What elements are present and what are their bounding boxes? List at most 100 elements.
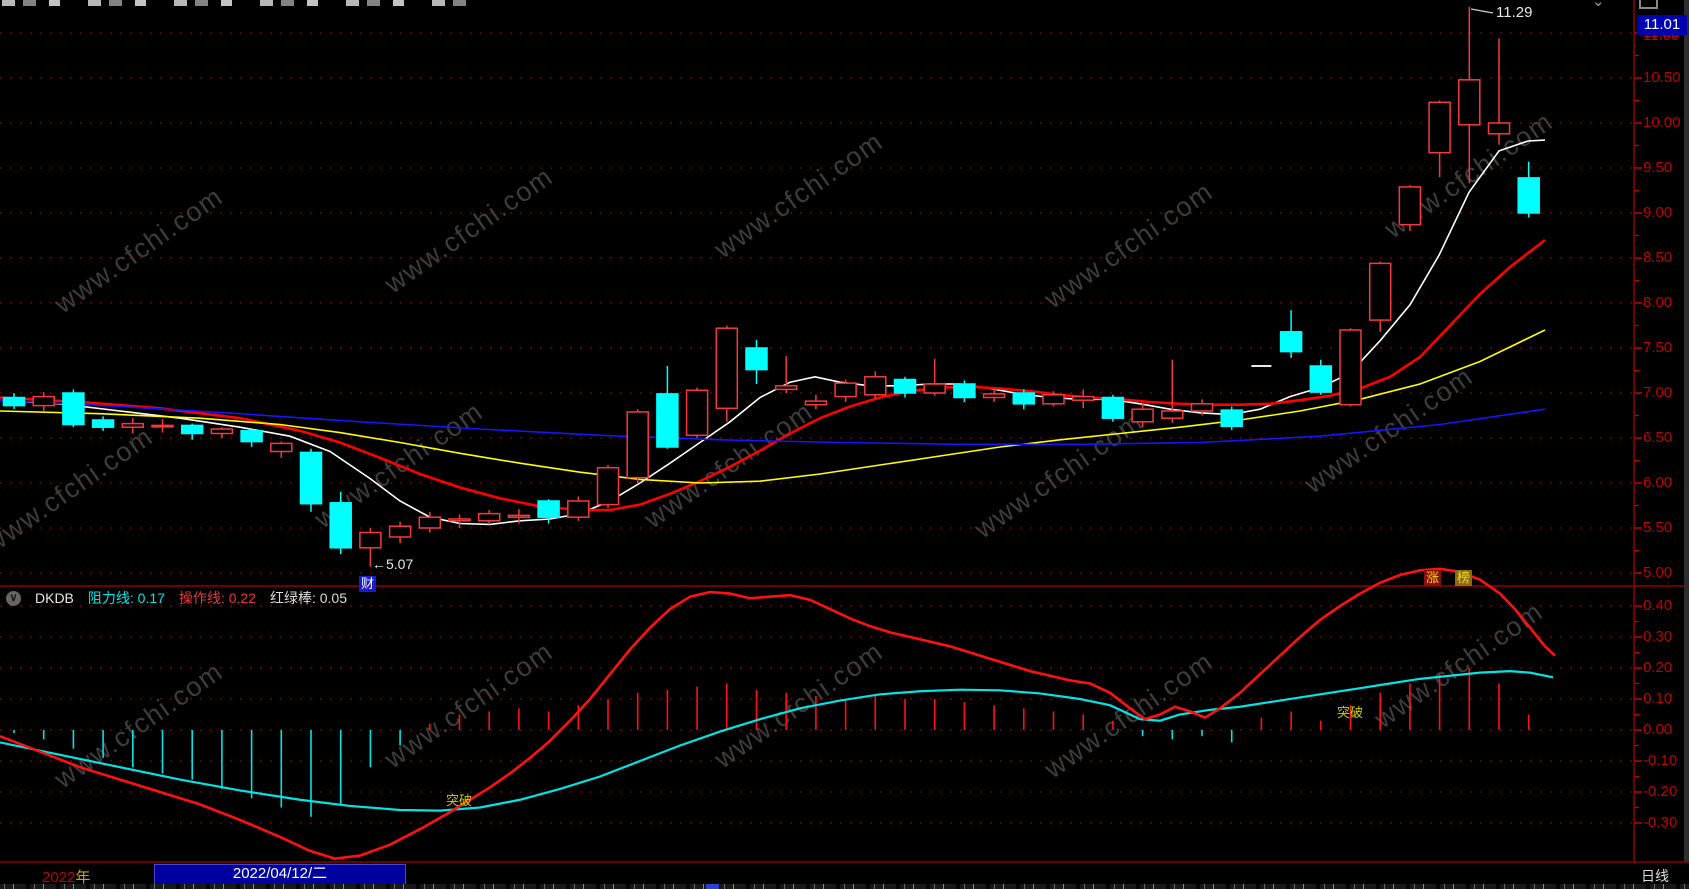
indicator-value-label: 0.30 — [1643, 628, 1673, 645]
indicator-value-label: -0.30 — [1643, 814, 1678, 831]
candle-down — [953, 383, 976, 399]
candle-up — [1042, 394, 1065, 405]
candle-down — [1101, 396, 1125, 419]
candle-down — [2, 396, 26, 407]
ma-red-line — [0, 238, 1546, 512]
candle-up — [804, 400, 828, 406]
indicator-value-label: -0.10 — [1643, 752, 1678, 769]
candle-up — [1339, 329, 1362, 406]
candle-up — [1071, 395, 1095, 401]
candle-up — [1487, 122, 1511, 135]
candle-up — [477, 512, 501, 522]
candle-up — [626, 411, 649, 479]
main-price-label: 7.00 — [1643, 384, 1673, 401]
breakout-annotation: 突破 — [1337, 705, 1364, 720]
indicator-value-label: 0.20 — [1643, 659, 1673, 676]
candle-down — [62, 392, 85, 426]
candle-down — [656, 393, 679, 448]
indicator-value-label: 0.40 — [1643, 597, 1673, 614]
candle-up — [1458, 79, 1481, 126]
low-price-annotation: ←5.07 — [372, 556, 414, 572]
period-selector[interactable]: 日线 — [1641, 868, 1669, 884]
candle-down — [537, 500, 560, 518]
bang-ranking-button[interactable]: 榜 — [1455, 570, 1472, 586]
candle-up — [1398, 186, 1422, 226]
indicator-line — [0, 669, 1554, 812]
candle-up — [685, 389, 709, 437]
window-restore-icon[interactable] — [1639, 0, 1658, 9]
candle-up — [121, 422, 145, 428]
collapse-indicator-icon[interactable]: ∨ — [6, 590, 21, 606]
candle-down — [299, 451, 323, 505]
main-price-label: 6.00 — [1643, 474, 1673, 491]
main-price-label: 6.50 — [1643, 429, 1673, 446]
candle-up — [270, 442, 293, 453]
ma-blue-line — [0, 399, 1546, 446]
candle-up — [567, 500, 590, 518]
mini-overview-cursor[interactable] — [706, 884, 719, 889]
mini-overview-strip[interactable] — [0, 884, 1689, 889]
main-price-label: 8.00 — [1643, 294, 1673, 311]
indicator-value-label: -0.20 — [1643, 783, 1678, 800]
year-suffix: 年 — [75, 869, 91, 886]
indicator-field: 阻力线: 0.17 — [87, 590, 165, 606]
current-price-tag: 11.01 — [1637, 15, 1687, 35]
financial-report-marker[interactable]: 财 — [359, 576, 376, 592]
candle-down — [745, 347, 768, 371]
candle-up — [715, 327, 739, 410]
indicator-value-label: 0.00 — [1643, 721, 1673, 738]
candle-down — [893, 378, 917, 394]
candle-down — [1309, 365, 1333, 393]
candle-up — [923, 383, 946, 394]
candle-down — [1517, 177, 1540, 214]
candle-up — [210, 428, 234, 435]
zhang-ranking-button[interactable]: 涨 — [1424, 570, 1441, 586]
indicator-header: ∨ DKDB 阻力线: 0.17 操作线: 0.22 红绿棒: 0.05 — [6, 588, 347, 608]
candle-up — [388, 525, 412, 538]
candle-up — [982, 393, 1006, 399]
candle-up — [1368, 262, 1392, 321]
candle-up — [359, 531, 382, 549]
main-price-label: 9.00 — [1643, 204, 1673, 221]
candle-down — [180, 424, 204, 435]
candle-up — [1428, 101, 1451, 154]
candle-up — [774, 385, 798, 391]
window-title-clipped — [2, 0, 470, 6]
candle-up — [1190, 403, 1214, 412]
candle-up — [448, 518, 471, 522]
main-price-label: 10.00 — [1643, 114, 1681, 131]
right-scrollbar[interactable] — [1684, 0, 1689, 862]
indicator-field: 红绿棒: 0.05 — [269, 590, 347, 606]
candle-down — [1220, 409, 1243, 428]
candle-down — [91, 419, 115, 428]
candle-up — [418, 516, 442, 529]
main-price-label: 9.50 — [1643, 159, 1673, 176]
time-axis-bar: 2022年 2022/04/12/二 日线 — [0, 863, 1689, 886]
ma-yellow-line — [0, 329, 1546, 484]
selected-date-box[interactable]: 2022/04/12/二 — [154, 864, 406, 885]
breakout-annotation: 突破 — [446, 793, 473, 808]
main-price-label: 8.50 — [1643, 249, 1673, 266]
candle-up — [1131, 408, 1154, 423]
candle-down — [1279, 331, 1303, 353]
indicator-line — [0, 567, 1556, 860]
candle-up — [151, 424, 174, 428]
candle-down — [1012, 392, 1036, 405]
candle-up — [1161, 410, 1184, 419]
chevron-down-icon[interactable]: ⌄ — [1592, 0, 1605, 10]
high-price-annotation: 11.29 — [1496, 4, 1533, 21]
candle-down — [329, 502, 352, 549]
indicator-name[interactable]: DKDB — [35, 590, 74, 606]
candle-up — [864, 376, 887, 396]
main-price-label: 5.00 — [1643, 564, 1673, 581]
main-price-label: 7.50 — [1643, 339, 1673, 356]
indicator-field: 操作线: 0.22 — [178, 590, 256, 606]
candle-up — [596, 466, 620, 506]
year-label: 2022年 — [42, 869, 91, 886]
main-price-label: 10.50 — [1643, 69, 1681, 86]
candle-up — [507, 514, 531, 518]
candle-down — [240, 430, 263, 443]
main-price-label: 5.50 — [1643, 519, 1673, 536]
